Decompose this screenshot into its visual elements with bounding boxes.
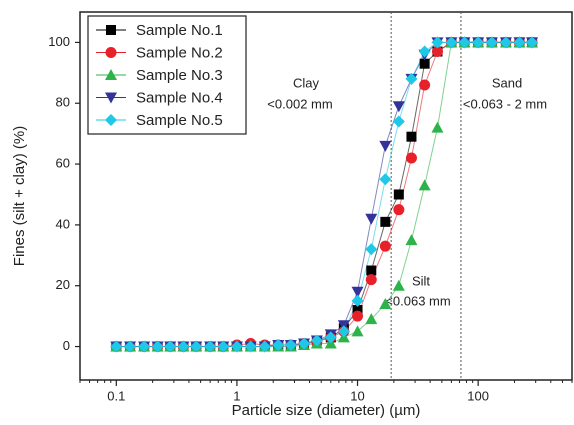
legend-label: Sample No.2 <box>136 44 223 61</box>
legend-label: Sample No.1 <box>136 22 223 39</box>
marker <box>151 340 164 353</box>
legend-marker <box>106 25 116 35</box>
marker <box>393 189 404 200</box>
marker <box>351 294 364 307</box>
marker <box>365 313 378 325</box>
marker <box>380 216 391 227</box>
marker <box>272 339 285 352</box>
marker <box>352 310 364 322</box>
plot-frame <box>79 11 573 381</box>
marker <box>431 36 444 49</box>
annotation: <0.002 mm <box>267 96 332 111</box>
marker <box>392 279 405 291</box>
marker <box>310 334 323 347</box>
marker <box>392 115 405 128</box>
marker <box>379 140 392 152</box>
legend-marker <box>105 47 117 58</box>
marker <box>405 152 417 164</box>
marker <box>499 36 512 49</box>
marker <box>419 58 430 69</box>
marker <box>365 243 378 256</box>
x-tick-label: 100 <box>467 388 489 403</box>
marker <box>405 72 418 85</box>
annotation: <0.063 mm <box>385 293 450 308</box>
marker <box>298 337 311 350</box>
marker <box>351 325 364 337</box>
x-axis-title: Particle size (diameter) (µm) <box>232 402 421 419</box>
marker <box>418 179 431 191</box>
legend-marker <box>105 92 117 104</box>
marker <box>337 325 350 338</box>
x-tick-label: 0.1 <box>107 388 125 403</box>
y-tick-label: 40 <box>56 216 70 231</box>
marker <box>365 213 378 225</box>
marker <box>204 340 217 353</box>
annotation: <0.063 - 2 mm <box>463 96 547 111</box>
legend-marker <box>105 114 117 126</box>
marker <box>379 240 391 252</box>
marker <box>110 340 123 353</box>
marker <box>244 340 257 353</box>
marker <box>393 204 405 216</box>
y-tick-label: 60 <box>56 156 70 171</box>
legend-label: Sample No.3 <box>136 67 223 84</box>
marker <box>177 340 190 353</box>
annotation: Silt <box>412 273 430 288</box>
annotation: Sand <box>492 75 522 90</box>
marker <box>431 121 444 133</box>
marker <box>419 79 431 91</box>
marker <box>230 340 243 353</box>
annotation: Clay <box>293 75 320 90</box>
marker <box>138 340 151 353</box>
y-tick-label: 0 <box>63 338 70 353</box>
marker <box>418 45 431 58</box>
marker <box>406 131 417 142</box>
marker <box>284 339 297 352</box>
marker <box>366 265 377 276</box>
marker <box>324 331 337 344</box>
marker <box>365 274 377 286</box>
marker <box>379 173 392 186</box>
marker <box>124 340 137 353</box>
marker <box>431 46 443 58</box>
marker <box>352 305 363 316</box>
marker <box>217 340 230 353</box>
marker <box>190 340 203 353</box>
legend-label: Sample No.4 <box>136 89 223 106</box>
marker <box>258 340 271 353</box>
legend-label: Sample No.5 <box>136 112 223 129</box>
marker <box>513 36 526 49</box>
marker <box>379 297 392 309</box>
x-tick-label: 10 <box>350 388 364 403</box>
y-tick-label: 80 <box>56 95 70 110</box>
marker <box>392 101 405 113</box>
y-tick-label: 100 <box>48 34 70 49</box>
marker <box>405 234 418 246</box>
marker <box>458 36 471 49</box>
x-tick-label: 1 <box>233 388 240 403</box>
legend-marker <box>105 69 117 80</box>
marker <box>351 286 364 298</box>
marker <box>526 36 539 49</box>
marker <box>164 340 177 353</box>
y-tick-label: 20 <box>56 277 70 292</box>
marker <box>485 36 498 49</box>
marker <box>445 36 458 49</box>
marker <box>472 36 485 49</box>
y-axis-title: Fines (silt + clay) (%) <box>11 126 28 266</box>
